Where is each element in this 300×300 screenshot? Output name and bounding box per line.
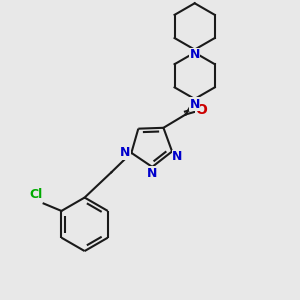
Text: N: N bbox=[190, 98, 200, 111]
Text: N: N bbox=[172, 150, 183, 163]
Text: N: N bbox=[120, 146, 130, 159]
Text: N: N bbox=[147, 167, 158, 180]
Text: Cl: Cl bbox=[29, 188, 42, 201]
Text: N: N bbox=[190, 49, 200, 62]
Text: O: O bbox=[196, 103, 207, 117]
